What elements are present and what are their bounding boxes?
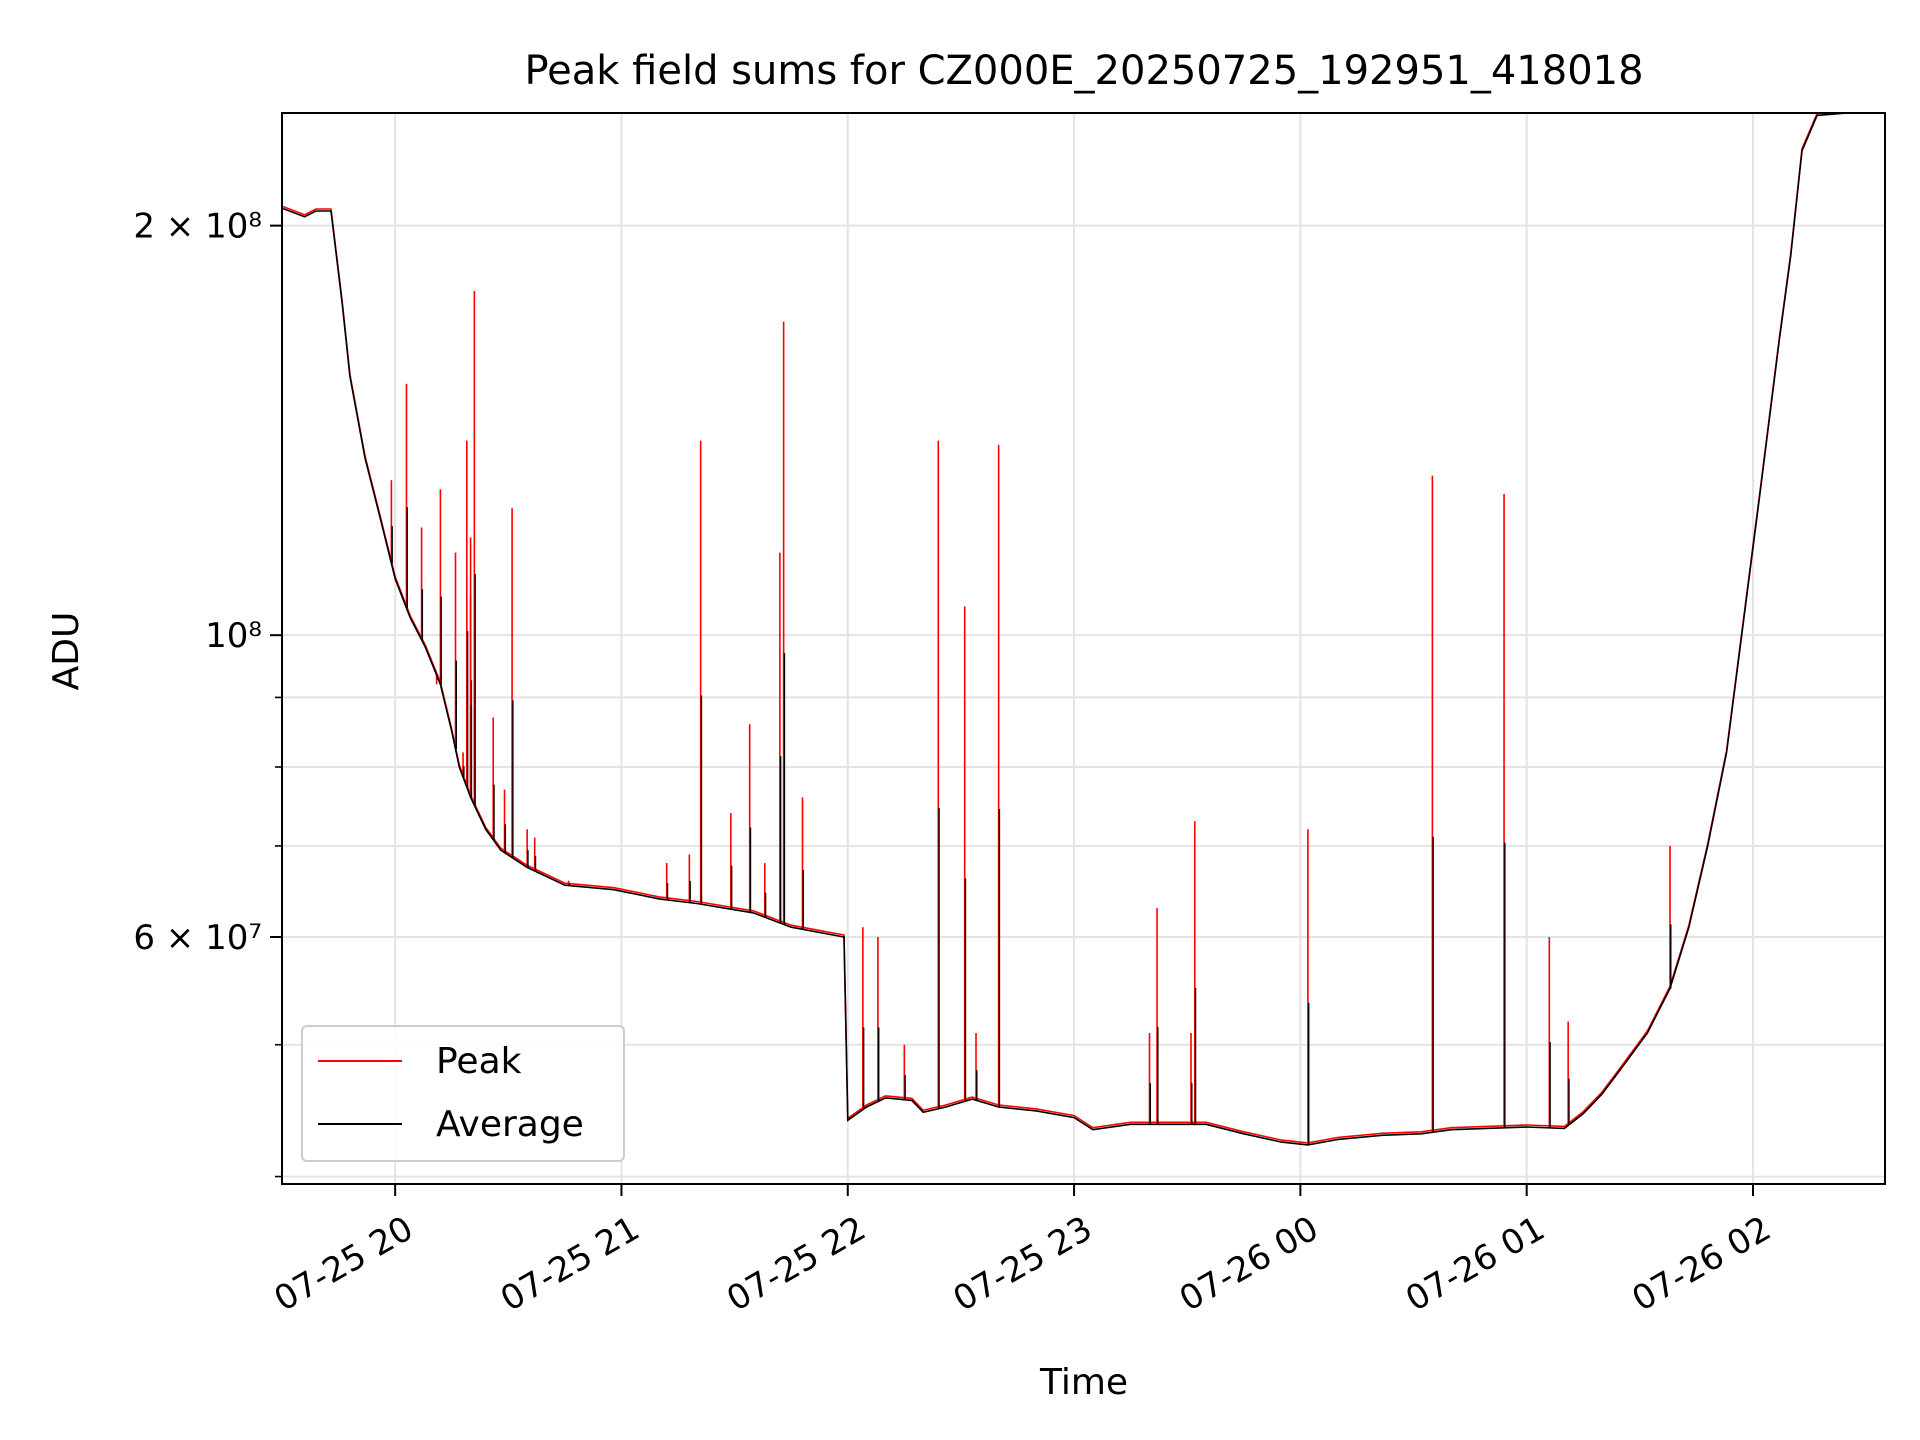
average-series-line	[282, 113, 1885, 1146]
chart-title: Peak field sums for CZ000E_20250725_1929…	[524, 48, 1643, 94]
legend-box	[301, 1025, 625, 1162]
y-tick-label: 2 × 10⁸	[133, 207, 262, 247]
legend-average-label: Average	[436, 1104, 584, 1145]
legend: Peak Average	[301, 1025, 625, 1162]
axes-frame	[281, 112, 1886, 1185]
y-tick-label: 10⁸	[205, 616, 262, 656]
legend-peak-label: Peak	[436, 1041, 522, 1082]
series-group	[282, 113, 1885, 1146]
y-axis-label: ADU	[46, 612, 87, 691]
x-axis-label: Time	[1039, 1362, 1128, 1403]
plot-area	[282, 113, 1885, 1146]
y-tick-label: 6 × 10⁷	[133, 918, 262, 958]
